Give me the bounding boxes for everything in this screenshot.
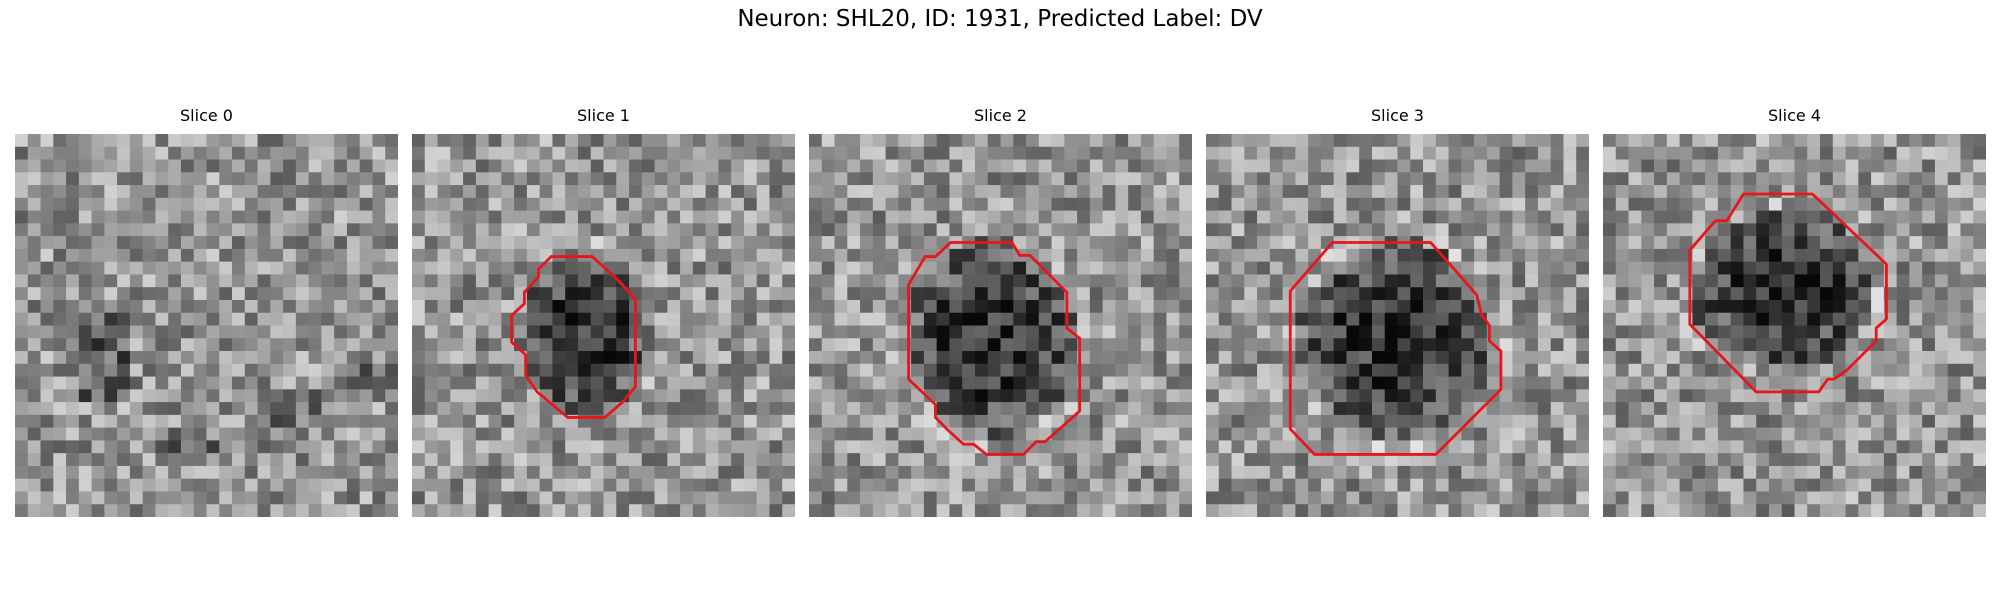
slice-image-2	[809, 134, 1192, 517]
slice-title-1: Slice 1	[577, 106, 630, 125]
roi-contour-4	[1688, 192, 1888, 394]
figure-title: Neuron: SHL20, ID: 1931, Predicted Label…	[737, 6, 1263, 32]
slice-pixels-4	[1603, 134, 1986, 517]
slice-title-4: Slice 4	[1768, 106, 1821, 125]
slice-title-3: Slice 3	[1371, 106, 1424, 125]
slice-pixels-2	[809, 134, 1192, 517]
slice-title-0: Slice 0	[180, 106, 233, 125]
slice-image-3	[1206, 134, 1589, 517]
slice-title-2: Slice 2	[974, 106, 1027, 125]
roi-contour-1	[510, 255, 637, 419]
slice-image-4	[1603, 134, 1986, 517]
roi-contour-3	[1288, 241, 1503, 456]
slice-pixels-1	[412, 134, 795, 517]
slice-image-1	[412, 134, 795, 517]
slice-image-0	[15, 134, 398, 517]
roi-contour-2	[907, 241, 1082, 456]
slice-pixels-0	[15, 134, 398, 517]
slice-pixels-3	[1206, 134, 1589, 517]
